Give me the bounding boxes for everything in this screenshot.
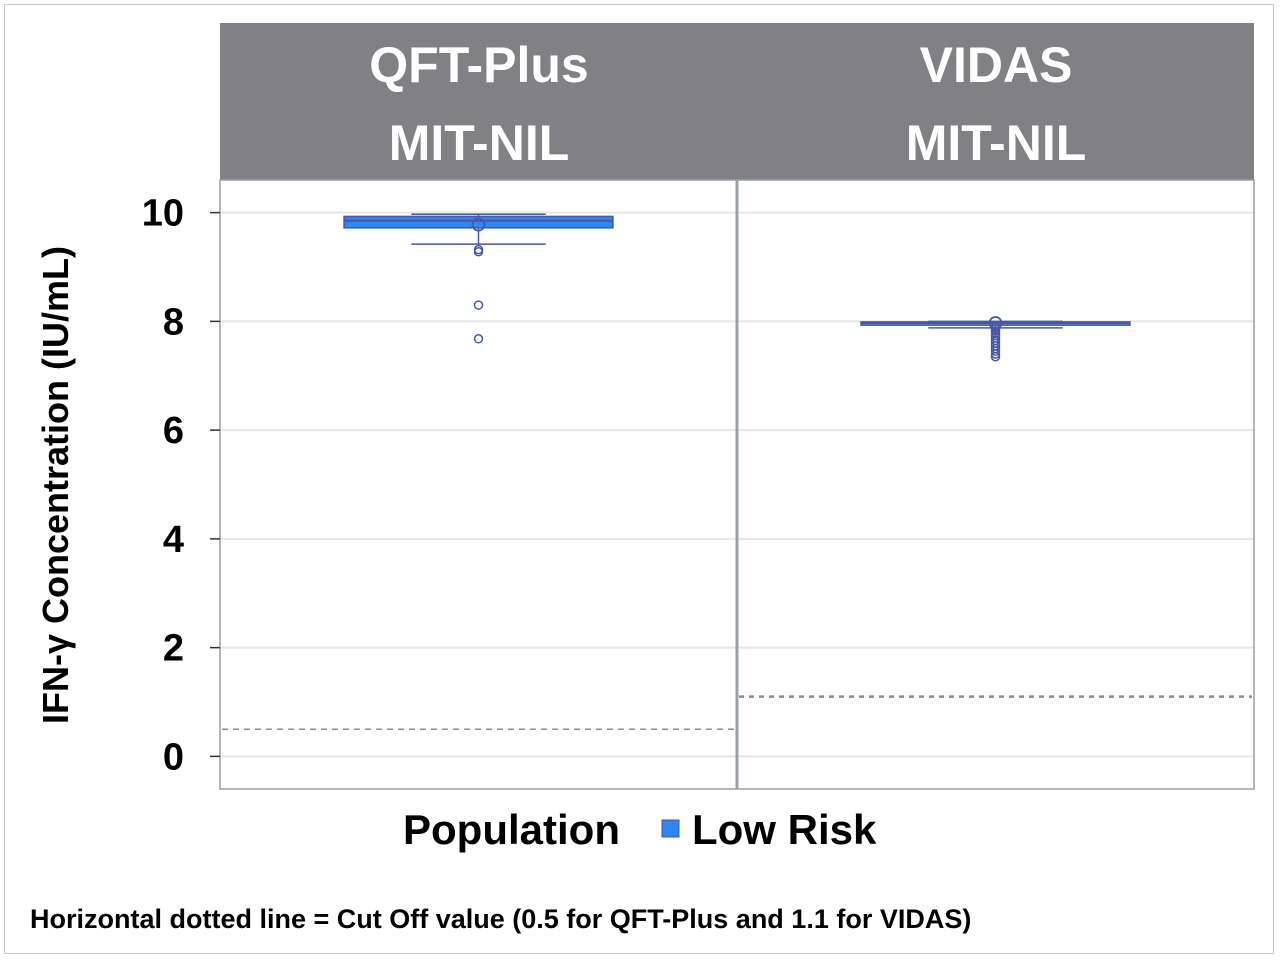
outlier-point-12	[990, 349, 1001, 359]
outlier-point-2	[473, 244, 484, 255]
panel-header-bar	[220, 23, 1254, 180]
box-panel-2	[860, 316, 1131, 362]
mean-marker	[471, 217, 486, 232]
figure-frame	[4, 4, 1274, 954]
footnote: Horizontal dotted line = Cut Off value (…	[30, 904, 971, 934]
y-tick-label-10: 10	[142, 193, 184, 235]
outlier-point-11	[990, 346, 1001, 357]
panel-1-title-line1: QFT-Plus	[369, 37, 588, 93]
outlier-point-13	[990, 351, 1001, 362]
panel-2-title-line2: MIT-NIL	[906, 115, 1087, 171]
y-tick-label-4: 4	[163, 519, 184, 561]
y-tick-label-6: 6	[163, 410, 184, 452]
legend-title: Population	[403, 806, 620, 853]
panel-1-title-line2: MIT-NIL	[389, 115, 570, 171]
outlier-point-3	[473, 300, 484, 310]
iqr-box	[343, 215, 614, 229]
y-tick-label-8: 8	[163, 301, 184, 343]
legend-swatch	[661, 819, 680, 838]
box-marks	[343, 213, 1131, 362]
y-tick-label-2: 2	[163, 628, 184, 670]
box-panel-1	[343, 213, 614, 344]
y-axis-label: IFN-γ Concentration (IU/mL)	[35, 246, 76, 724]
legend-entry-low-risk: Low Risk	[692, 806, 877, 853]
y-axis-ticks: 0 2 4 6 8 10	[142, 193, 220, 778]
y-tick-label-0: 0	[163, 736, 184, 778]
cutoff-lines	[222, 695, 1252, 730]
panel-2-title-line1: VIDAS	[920, 37, 1073, 93]
outlier-point-4	[473, 334, 484, 344]
